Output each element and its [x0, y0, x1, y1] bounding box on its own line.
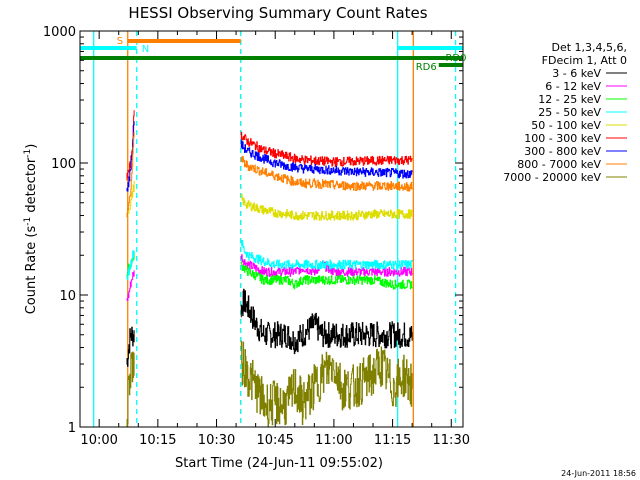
legend-entry-label: 25 - 50 keV	[538, 106, 601, 119]
legend-entry-label: 6 - 12 keV	[545, 80, 601, 93]
x-tick-label: 11:30	[433, 433, 470, 448]
y-tick-label: 100	[51, 157, 76, 172]
series-line	[240, 239, 413, 270]
series-line	[240, 340, 413, 427]
flag-label: RD0	[445, 53, 466, 64]
y-axis-label: Count Rate (s-1 detector-1)	[23, 144, 39, 315]
series-line	[240, 193, 413, 221]
series-line	[240, 155, 413, 192]
series-line	[126, 270, 135, 301]
footer-timestamp: 24-Jun-2011 18:56	[561, 469, 636, 478]
x-axis-label: Start Time (24-Jun-11 09:55:02)	[175, 456, 383, 471]
flag-label: S	[117, 36, 123, 47]
series-line	[126, 326, 135, 367]
series-line	[126, 351, 135, 427]
legend-entry-label: 7000 - 20000 keV	[503, 171, 601, 184]
series-line	[126, 250, 135, 281]
legend-header: FDecim 1, Att 0	[542, 54, 627, 67]
flag-label: N	[142, 44, 149, 55]
legend-entry-label: 12 - 25 keV	[538, 93, 601, 106]
x-tick-label: 11:15	[374, 433, 411, 448]
x-tick-label: 10:00	[80, 433, 117, 448]
x-tick-label: 10:15	[139, 433, 176, 448]
legend-header: Det 1,3,4,5,6,	[551, 41, 627, 54]
flag-label: RD6	[416, 62, 437, 73]
x-tick-label: 10:30	[198, 433, 235, 448]
series-line	[126, 132, 135, 218]
y-tick-label: 10	[59, 289, 76, 304]
series-line	[240, 261, 413, 290]
legend-entry-label: 800 - 7000 keV	[517, 158, 601, 171]
plot-frame	[79, 30, 464, 428]
legend-entry-label: 50 - 100 keV	[531, 119, 601, 132]
series-line	[240, 254, 413, 277]
series-line	[240, 288, 413, 355]
y-tick-label: 1000	[43, 25, 76, 40]
x-tick-label: 11:00	[315, 433, 352, 448]
series-line	[240, 139, 413, 179]
legend-entry-label: 3 - 6 keV	[552, 67, 601, 80]
x-tick-label: 10:45	[256, 433, 293, 448]
series-line	[126, 121, 135, 192]
legend-entry-label: 300 - 800 keV	[524, 145, 601, 158]
legend-entry-label: 100 - 300 keV	[524, 132, 601, 145]
chart-title: HESSI Observing Summary Count Rates	[128, 4, 427, 22]
legend: Det 1,3,4,5,6,FDecim 1, Att 03 - 6 keV6 …	[503, 41, 627, 184]
y-tick-label: 1	[68, 421, 76, 436]
series-line	[240, 131, 413, 167]
